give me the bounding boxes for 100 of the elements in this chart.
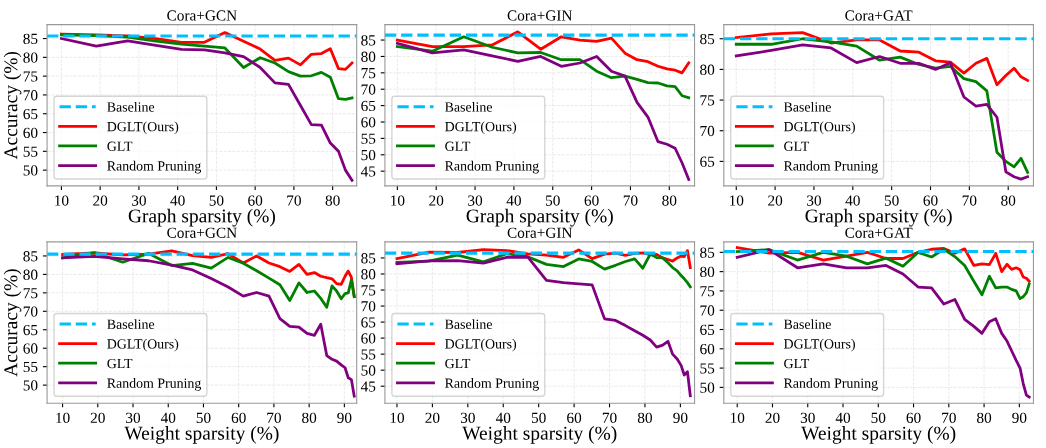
legend-label: Random Pruning	[445, 160, 539, 174]
y-tick-label: 55	[361, 349, 376, 360]
y-tick-label: 75	[700, 286, 715, 297]
x-tick-label: 40	[845, 195, 860, 206]
legend-label: GLT	[445, 358, 471, 369]
x-tick-label: 50	[546, 195, 560, 206]
y-tick-label: 50	[361, 149, 376, 161]
y-tick-label: 70	[361, 301, 376, 312]
y-tick-label: 80	[700, 64, 715, 75]
x-tick-label: 90	[673, 412, 688, 423]
y-tick-label: 70	[23, 306, 38, 317]
y-tick-label: 60	[23, 127, 38, 138]
chart-title: Cora+GCN	[167, 10, 237, 21]
legend-label: GLT	[445, 141, 471, 151]
x-tick-label: 20	[429, 195, 444, 206]
y-tick-label: 65	[23, 108, 38, 120]
x-tick-label: 60	[906, 412, 921, 423]
y-tick-label: 75	[23, 71, 38, 82]
x-tick-label: 60	[567, 412, 582, 423]
x-tick-label: 50	[196, 412, 211, 423]
y-tick-label: 70	[700, 125, 715, 137]
y-tick-label: 65	[361, 100, 376, 112]
x-tick-label: 20	[90, 412, 105, 423]
legend-label: GLT	[784, 141, 810, 151]
x-tick-label: 50	[884, 195, 899, 206]
legend-label: DGLT(Ours)	[783, 121, 855, 135]
y-tick-label: 60	[361, 117, 376, 128]
y-tick-label: 75	[700, 95, 715, 106]
y-tick-label: 55	[23, 146, 38, 157]
x-tick-label: 40	[170, 195, 185, 206]
x-tick-label: 80	[302, 412, 317, 423]
y-tick-label: 80	[700, 266, 715, 278]
y-tick-label: 50	[361, 365, 376, 376]
chart-title: Cora+GIN	[507, 10, 573, 21]
x-tick-label: 80	[662, 195, 677, 206]
x-tick-label: 10	[390, 412, 405, 423]
x-tick-label: 70	[267, 412, 281, 423]
x-tick-label: 10	[56, 412, 70, 423]
x-tick-label: 40	[495, 412, 511, 423]
y-tick-label: 80	[361, 269, 376, 280]
x-tick-label: 70	[942, 412, 956, 423]
x-tick-label: 30	[126, 412, 141, 423]
x-tick-label: 40	[160, 412, 176, 423]
x-tick-label: 70	[623, 195, 638, 206]
y-tick-label: 75	[361, 68, 376, 79]
legend-label: Baseline	[783, 319, 831, 329]
x-tick-label: 60	[923, 195, 938, 206]
x-tick-label: 20	[765, 412, 780, 423]
legend-label: DGLT(Ours)	[445, 121, 517, 135]
y-tick-label: 75	[361, 285, 376, 296]
y-tick-label: 70	[23, 90, 38, 101]
legend-label: Random Pruning	[107, 378, 202, 391]
legend-label: Baseline	[107, 319, 155, 329]
x-axis-title: Graph sparsity (%)	[805, 208, 952, 227]
legend-label: Baseline	[783, 101, 831, 112]
y-tick-label: 50	[23, 380, 38, 391]
y-tick-label: 85	[361, 253, 376, 264]
legend-label: Baseline	[445, 101, 492, 112]
y-tick-label: 65	[700, 156, 715, 167]
y-tick-label: 85	[23, 33, 38, 44]
y-tick-label: 75	[23, 288, 38, 299]
legend-label: Baseline	[107, 101, 155, 112]
y-tick-label: 70	[361, 84, 376, 95]
y-tick-label: 70	[700, 305, 715, 316]
x-tick-label: 40	[835, 412, 851, 423]
x-axis-title: Graph sparsity (%)	[466, 208, 613, 227]
x-tick-label: 80	[1001, 195, 1016, 206]
y-tick-label: 50	[23, 165, 38, 176]
chart-title: Cora+GCN	[167, 227, 237, 238]
x-tick-label: 10	[55, 195, 69, 206]
x-tick-label: 70	[602, 412, 617, 423]
y-tick-label: 80	[23, 52, 38, 63]
y-tick-label: 60	[23, 343, 38, 354]
y-tick-label: 55	[700, 363, 715, 374]
y-axis-title: Accuracy (%)	[3, 51, 22, 160]
x-tick-label: 30	[460, 412, 475, 423]
legend-label: DGLT(Ours)	[107, 338, 179, 352]
x-tick-label: 50	[871, 412, 886, 423]
y-tick-label: 55	[361, 133, 376, 144]
x-tick-label: 30	[807, 195, 822, 206]
x-axis-title: Weight sparsity (%)	[124, 426, 279, 444]
x-tick-label: 30	[800, 412, 815, 423]
chart-title: Cora+GIN	[507, 227, 573, 238]
legend-label: Random Pruning	[783, 160, 878, 174]
x-tick-label: 80	[977, 412, 992, 423]
x-tick-label: 20	[425, 412, 440, 423]
x-tick-label: 90	[1012, 412, 1027, 423]
x-tick-label: 60	[248, 195, 263, 206]
x-axis-title: Graph sparsity (%)	[128, 208, 275, 227]
legend-label: Random Pruning	[783, 378, 878, 391]
legend-label: GLT	[107, 358, 133, 369]
x-tick-label: 80	[637, 412, 653, 423]
x-tick-label: 70	[287, 195, 301, 206]
y-tick-label: 80	[361, 51, 376, 62]
x-tick-label: 80	[325, 195, 340, 206]
y-tick-label: 85	[23, 251, 38, 262]
x-tick-label: 40	[506, 195, 521, 206]
y-tick-label: 60	[700, 343, 715, 355]
y-tick-label: 85	[700, 247, 715, 258]
x-tick-label: 70	[962, 195, 977, 206]
